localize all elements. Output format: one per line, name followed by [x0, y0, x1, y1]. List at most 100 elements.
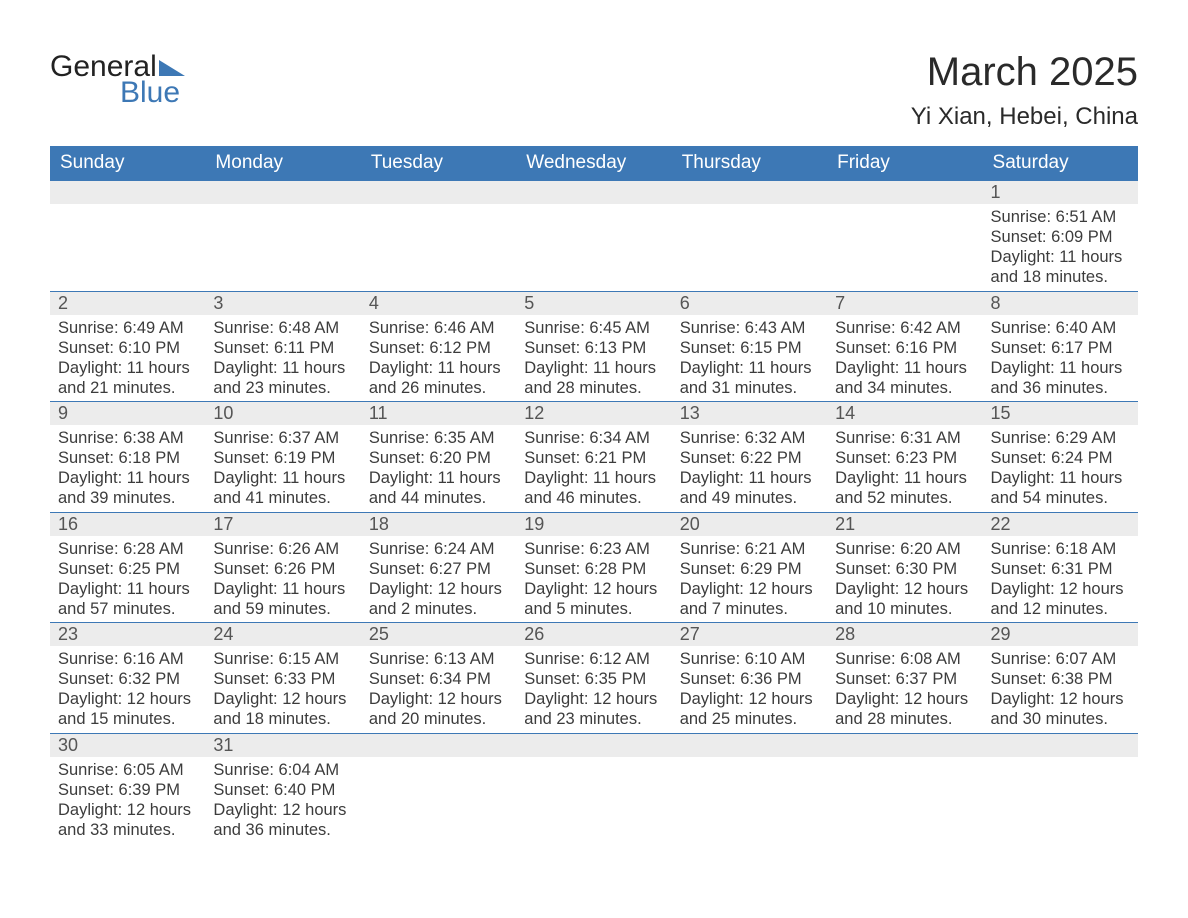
daylight-line: Daylight: 11 hours and 44 minutes.	[369, 469, 501, 507]
calendar-cell: 23Sunrise: 6:16 AMSunset: 6:32 PMDayligh…	[50, 623, 205, 734]
calendar-cell: 24Sunrise: 6:15 AMSunset: 6:33 PMDayligh…	[205, 623, 360, 734]
calendar-cell: 22Sunrise: 6:18 AMSunset: 6:31 PMDayligh…	[983, 512, 1138, 623]
day-details	[516, 757, 671, 835]
sunrise-line: Sunrise: 6:12 AM	[524, 650, 650, 668]
sunrise-line: Sunrise: 6:23 AM	[524, 540, 650, 558]
day-number: 23	[50, 623, 205, 646]
daylight-line: Daylight: 12 hours and 15 minutes.	[58, 690, 191, 728]
day-details	[50, 204, 205, 282]
day-number: 1	[983, 181, 1138, 204]
calendar-week: 9Sunrise: 6:38 AMSunset: 6:18 PMDaylight…	[50, 402, 1138, 513]
day-number: 8	[983, 292, 1138, 315]
daylight-line: Daylight: 12 hours and 12 minutes.	[991, 580, 1124, 618]
sunrise-line: Sunrise: 6:10 AM	[680, 650, 806, 668]
daylight-line: Daylight: 12 hours and 25 minutes.	[680, 690, 813, 728]
day-number	[827, 181, 982, 204]
day-number: 5	[516, 292, 671, 315]
day-details: Sunrise: 6:40 AMSunset: 6:17 PMDaylight:…	[983, 315, 1138, 402]
day-details: Sunrise: 6:34 AMSunset: 6:21 PMDaylight:…	[516, 425, 671, 512]
day-details: Sunrise: 6:38 AMSunset: 6:18 PMDaylight:…	[50, 425, 205, 512]
sunrise-line: Sunrise: 6:51 AM	[991, 208, 1117, 226]
sunset-line: Sunset: 6:35 PM	[524, 670, 646, 688]
day-details	[827, 757, 982, 835]
sunset-line: Sunset: 6:30 PM	[835, 560, 957, 578]
day-details: Sunrise: 6:37 AMSunset: 6:19 PMDaylight:…	[205, 425, 360, 512]
day-details: Sunrise: 6:35 AMSunset: 6:20 PMDaylight:…	[361, 425, 516, 512]
calendar-cell: 30Sunrise: 6:05 AMSunset: 6:39 PMDayligh…	[50, 733, 205, 843]
sunset-line: Sunset: 6:27 PM	[369, 560, 491, 578]
sunset-line: Sunset: 6:22 PM	[680, 449, 802, 467]
sunset-line: Sunset: 6:25 PM	[58, 560, 180, 578]
calendar-week: 16Sunrise: 6:28 AMSunset: 6:25 PMDayligh…	[50, 512, 1138, 623]
day-details: Sunrise: 6:51 AMSunset: 6:09 PMDaylight:…	[983, 204, 1138, 291]
sunset-line: Sunset: 6:28 PM	[524, 560, 646, 578]
calendar-cell: 11Sunrise: 6:35 AMSunset: 6:20 PMDayligh…	[361, 402, 516, 513]
sunrise-line: Sunrise: 6:45 AM	[524, 319, 650, 337]
day-number: 28	[827, 623, 982, 646]
day-number	[205, 181, 360, 204]
sunset-line: Sunset: 6:15 PM	[680, 339, 802, 357]
sunrise-line: Sunrise: 6:31 AM	[835, 429, 961, 447]
day-details: Sunrise: 6:23 AMSunset: 6:28 PMDaylight:…	[516, 536, 671, 623]
calendar-cell: 26Sunrise: 6:12 AMSunset: 6:35 PMDayligh…	[516, 623, 671, 734]
day-details: Sunrise: 6:08 AMSunset: 6:37 PMDaylight:…	[827, 646, 982, 733]
calendar-cell	[205, 181, 360, 292]
day-number: 7	[827, 292, 982, 315]
calendar-cell	[361, 733, 516, 843]
day-details: Sunrise: 6:43 AMSunset: 6:15 PMDaylight:…	[672, 315, 827, 402]
calendar-cell: 2Sunrise: 6:49 AMSunset: 6:10 PMDaylight…	[50, 291, 205, 402]
daylight-line: Daylight: 11 hours and 54 minutes.	[991, 469, 1123, 507]
sunset-line: Sunset: 6:11 PM	[213, 339, 334, 357]
calendar-cell	[50, 181, 205, 292]
day-number: 2	[50, 292, 205, 315]
day-number: 11	[361, 402, 516, 425]
logo: General Blue	[50, 50, 185, 110]
day-header: Thursday	[672, 146, 827, 181]
day-number: 9	[50, 402, 205, 425]
daylight-line: Daylight: 12 hours and 10 minutes.	[835, 580, 968, 618]
day-details: Sunrise: 6:26 AMSunset: 6:26 PMDaylight:…	[205, 536, 360, 623]
sunrise-line: Sunrise: 6:32 AM	[680, 429, 806, 447]
sunset-line: Sunset: 6:34 PM	[369, 670, 491, 688]
calendar-cell: 27Sunrise: 6:10 AMSunset: 6:36 PMDayligh…	[672, 623, 827, 734]
calendar-cell: 8Sunrise: 6:40 AMSunset: 6:17 PMDaylight…	[983, 291, 1138, 402]
day-number: 22	[983, 513, 1138, 536]
daylight-line: Daylight: 11 hours and 46 minutes.	[524, 469, 656, 507]
calendar-cell: 14Sunrise: 6:31 AMSunset: 6:23 PMDayligh…	[827, 402, 982, 513]
header: General Blue March 2025 Yi Xian, Hebei, …	[50, 50, 1138, 131]
daylight-line: Daylight: 12 hours and 23 minutes.	[524, 690, 657, 728]
title-block: March 2025 Yi Xian, Hebei, China	[911, 50, 1138, 131]
day-header: Sunday	[50, 146, 205, 181]
calendar-cell: 9Sunrise: 6:38 AMSunset: 6:18 PMDaylight…	[50, 402, 205, 513]
day-number	[516, 181, 671, 204]
daylight-line: Daylight: 11 hours and 59 minutes.	[213, 580, 345, 618]
day-number: 25	[361, 623, 516, 646]
day-details: Sunrise: 6:21 AMSunset: 6:29 PMDaylight:…	[672, 536, 827, 623]
calendar-cell: 5Sunrise: 6:45 AMSunset: 6:13 PMDaylight…	[516, 291, 671, 402]
calendar-cell: 4Sunrise: 6:46 AMSunset: 6:12 PMDaylight…	[361, 291, 516, 402]
day-details: Sunrise: 6:31 AMSunset: 6:23 PMDaylight:…	[827, 425, 982, 512]
sunrise-line: Sunrise: 6:34 AM	[524, 429, 650, 447]
daylight-line: Daylight: 11 hours and 57 minutes.	[58, 580, 190, 618]
calendar-cell	[672, 733, 827, 843]
day-details: Sunrise: 6:24 AMSunset: 6:27 PMDaylight:…	[361, 536, 516, 623]
sunrise-line: Sunrise: 6:42 AM	[835, 319, 961, 337]
calendar-cell	[361, 181, 516, 292]
sunrise-line: Sunrise: 6:37 AM	[213, 429, 339, 447]
day-number: 17	[205, 513, 360, 536]
day-number: 19	[516, 513, 671, 536]
sunset-line: Sunset: 6:37 PM	[835, 670, 957, 688]
calendar-cell	[516, 181, 671, 292]
day-number	[672, 734, 827, 757]
sunset-line: Sunset: 6:26 PM	[213, 560, 335, 578]
calendar-cell: 7Sunrise: 6:42 AMSunset: 6:16 PMDaylight…	[827, 291, 982, 402]
sunrise-line: Sunrise: 6:21 AM	[680, 540, 806, 558]
sunrise-line: Sunrise: 6:35 AM	[369, 429, 495, 447]
day-details: Sunrise: 6:28 AMSunset: 6:25 PMDaylight:…	[50, 536, 205, 623]
sunrise-line: Sunrise: 6:49 AM	[58, 319, 184, 337]
day-details	[205, 204, 360, 282]
calendar-week: 2Sunrise: 6:49 AMSunset: 6:10 PMDaylight…	[50, 291, 1138, 402]
calendar-cell	[516, 733, 671, 843]
daylight-line: Daylight: 11 hours and 34 minutes.	[835, 359, 967, 397]
daylight-line: Daylight: 12 hours and 20 minutes.	[369, 690, 502, 728]
